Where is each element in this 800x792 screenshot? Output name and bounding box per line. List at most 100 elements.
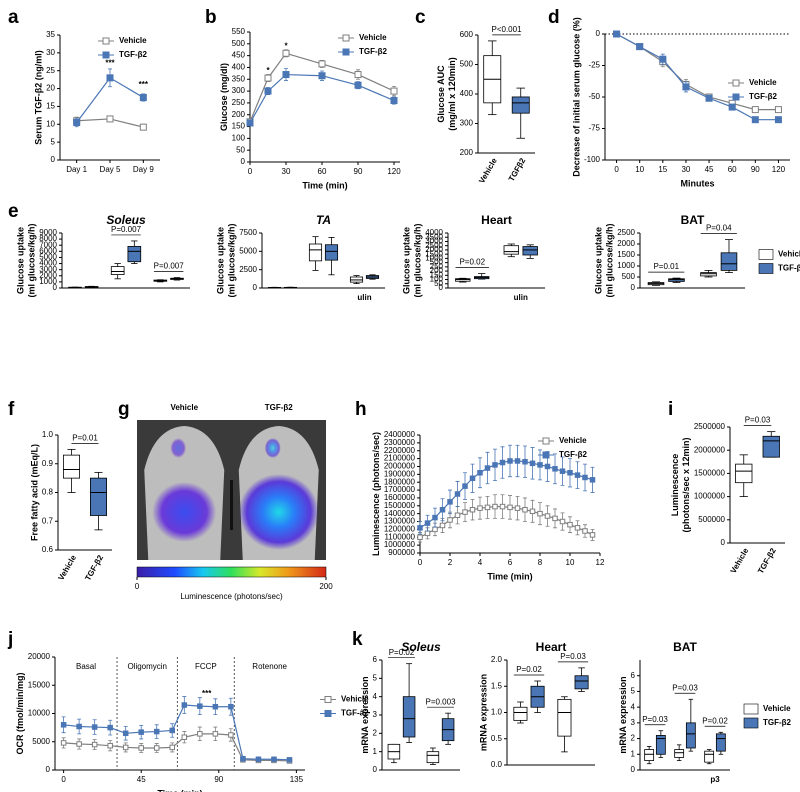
point — [659, 55, 667, 63]
x-tick-label: 0 — [61, 775, 66, 784]
y-tick-label: 6 — [373, 655, 378, 664]
series-line — [419, 505, 593, 538]
y-tick-label: 0 — [721, 538, 726, 547]
x-tick-label: 90 — [214, 775, 223, 784]
y-tick-label: 25 — [46, 66, 55, 75]
panel-label: j — [7, 629, 13, 650]
point — [751, 106, 759, 114]
legend-label: TGF-â2 — [341, 709, 369, 718]
y-tick-label: 2000000 — [384, 462, 416, 471]
x-axis-label: Minutes — [680, 178, 714, 188]
point — [76, 723, 82, 730]
y-tick-label: 2500 — [239, 265, 257, 274]
y-tick-label: 200 — [232, 110, 246, 119]
y-tick-label: 0 — [253, 283, 258, 292]
y-axis-label: Serum TGF-β2 (ng/ml) — [33, 50, 43, 145]
y-tick-label: 7500 — [239, 228, 257, 237]
point — [552, 515, 558, 522]
y-tick-label: 1.0 — [491, 708, 503, 717]
legend-marker — [732, 79, 740, 87]
point — [529, 508, 536, 515]
p-value: P=0.01 — [72, 433, 98, 442]
y-tick-label: 5 — [51, 137, 56, 146]
point — [228, 732, 234, 738]
point — [424, 520, 431, 526]
x-tick-label: TGF-β2 — [756, 546, 778, 575]
y-tick-label: 0.8 — [42, 488, 54, 497]
phase-label: Rotenone — [252, 662, 287, 671]
y-tick-label: -75 — [588, 124, 600, 133]
legend-label: TGF-β2 — [119, 50, 148, 59]
luminescence-signal — [238, 474, 319, 550]
series-line — [249, 73, 395, 124]
y-tick-label: 0.9 — [42, 459, 54, 468]
point — [439, 522, 446, 529]
legend-label: Vehicle — [763, 704, 791, 713]
y-tick-label: 1100000 — [384, 532, 415, 541]
box — [90, 477, 108, 516]
panel-label: i — [668, 399, 673, 420]
y-tick-label: 5 — [631, 687, 636, 696]
legend-label: Vehicle — [119, 36, 147, 45]
x-tick-label: TGF-β2 — [83, 553, 105, 582]
luminescence-signal — [152, 482, 217, 542]
y-tick-label: 4000 — [425, 228, 443, 237]
p-value: P=0.04 — [706, 224, 732, 233]
p-value: P<0.001 — [491, 25, 522, 34]
phase-label: FCCP — [195, 662, 217, 671]
panel-label: c — [415, 7, 426, 28]
y-tick-label: 2.0 — [491, 655, 503, 664]
series-line — [63, 704, 290, 761]
y-tick-label: 1200000 — [384, 525, 416, 534]
point — [153, 728, 160, 735]
point — [462, 509, 468, 515]
point — [477, 470, 483, 476]
y-tick-label: 150 — [430, 270, 444, 279]
y-tick-label: 3 — [373, 710, 378, 719]
y-tick-label: 0 — [439, 283, 444, 292]
y-tick-label: 0.0 — [491, 760, 503, 769]
point — [354, 71, 362, 79]
x-tick-label: 45 — [705, 165, 714, 174]
x-tick-label: 10 — [635, 165, 644, 174]
y-tick-label: 1.0 — [42, 430, 54, 439]
y-tick-label: 5000 — [32, 737, 50, 746]
point — [122, 730, 129, 737]
legend-label: Vehicle — [749, 78, 777, 87]
luminescence-signal — [170, 438, 187, 458]
y-tick-label: 2000 — [39, 271, 57, 280]
y-tick-label: 250 — [430, 262, 444, 271]
point — [354, 81, 362, 89]
series-line — [249, 52, 395, 123]
x-tick-label: 90 — [751, 165, 760, 174]
y-tick-label: 0 — [51, 155, 56, 164]
y-axis-label: (ml glucose/kg/h) — [27, 223, 37, 297]
y-tick-label: 10 — [46, 119, 55, 128]
y-tick-label: 2500000 — [694, 422, 726, 431]
y-tick-label: 1 — [373, 747, 378, 756]
y-tick-label: 0 — [631, 283, 636, 292]
point — [529, 460, 536, 467]
y-tick-label: 500 — [460, 60, 474, 69]
y-axis-label: Glucose uptake — [594, 227, 604, 294]
point — [153, 745, 160, 751]
point — [514, 505, 521, 511]
y-tick-label: 300 — [232, 86, 246, 95]
x-tick-label: 4 — [478, 558, 483, 567]
panel-label: d — [548, 7, 560, 28]
colorbar — [136, 566, 327, 578]
point — [240, 755, 246, 762]
point — [447, 517, 453, 523]
box — [704, 750, 715, 763]
y-tick-label: 4 — [631, 702, 636, 711]
box — [402, 696, 416, 738]
y-tick-label: 150 — [232, 122, 246, 131]
point — [544, 463, 551, 470]
x-tick-label: 90 — [354, 167, 363, 176]
x-tick-label: 120 — [387, 167, 401, 176]
point — [264, 74, 272, 82]
point — [507, 458, 513, 464]
y-tick-label: 500 — [232, 39, 246, 48]
y-tick-label: 0 — [53, 283, 58, 292]
